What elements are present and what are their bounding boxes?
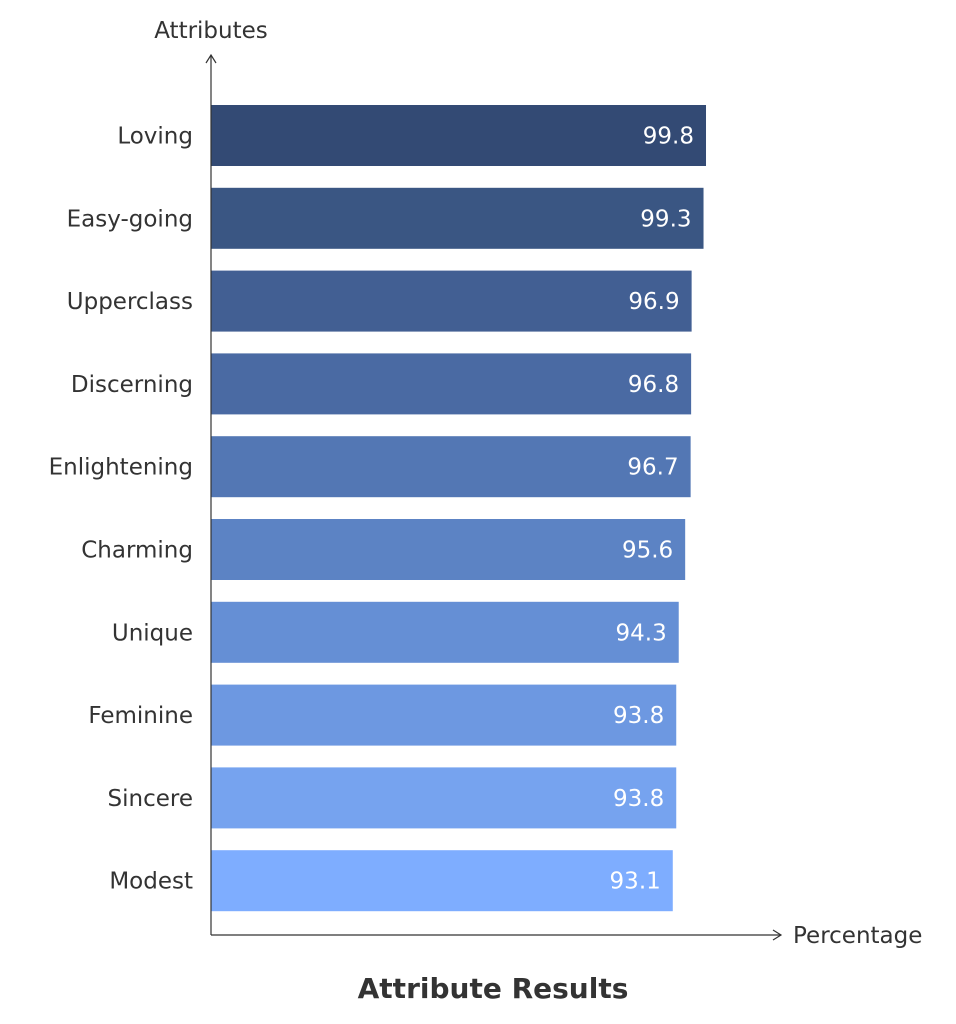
value-label-unique: 94.3 bbox=[616, 620, 667, 646]
x-axis-title: Percentage bbox=[793, 923, 922, 949]
bar-discerning bbox=[211, 353, 692, 415]
category-label-loving: Loving bbox=[117, 124, 193, 150]
value-label-sincere: 93.8 bbox=[613, 786, 664, 812]
bar-unique bbox=[211, 601, 679, 663]
category-label-easy-going: Easy-going bbox=[67, 206, 193, 232]
category-label-charming: Charming bbox=[81, 538, 193, 564]
chart-title: Attribute Results bbox=[358, 972, 629, 1005]
bar-loving bbox=[211, 105, 707, 166]
bar-modest bbox=[211, 850, 673, 912]
bar-enlightening bbox=[211, 436, 691, 498]
value-label-charming: 95.6 bbox=[622, 538, 673, 564]
y-axis-arrow-icon bbox=[205, 53, 217, 64]
value-label-enlightening: 96.7 bbox=[627, 455, 678, 481]
bars-layer bbox=[211, 105, 707, 912]
value-label-loving: 99.8 bbox=[643, 124, 694, 150]
value-label-upperclass: 96.9 bbox=[628, 289, 679, 315]
value-label-feminine: 93.8 bbox=[613, 703, 664, 729]
category-label-discerning: Discerning bbox=[71, 372, 193, 398]
category-label-unique: Unique bbox=[112, 620, 193, 646]
bar-upperclass bbox=[211, 270, 692, 332]
bar-easy-going bbox=[211, 187, 704, 249]
bar-feminine bbox=[211, 684, 677, 746]
bar-charming bbox=[211, 519, 686, 580]
y-axis-title: Attributes bbox=[154, 18, 268, 44]
x-axis-arrow-icon bbox=[772, 929, 783, 941]
category-label-enlightening: Enlightening bbox=[49, 455, 193, 481]
bar-sincere bbox=[211, 767, 677, 829]
value-label-modest: 93.1 bbox=[610, 869, 661, 895]
category-label-sincere: Sincere bbox=[108, 786, 193, 812]
category-label-modest: Modest bbox=[109, 869, 193, 895]
labels-layer: 99.8 Loving 99.3 Easy-going 96.9 Upperclass 96… bbox=[49, 124, 694, 895]
category-label-feminine: Feminine bbox=[88, 703, 193, 729]
value-label-discerning: 96.8 bbox=[628, 372, 679, 398]
category-label-upperclass: Upperclass bbox=[67, 289, 193, 315]
value-label-easy-going: 99.3 bbox=[640, 206, 691, 232]
